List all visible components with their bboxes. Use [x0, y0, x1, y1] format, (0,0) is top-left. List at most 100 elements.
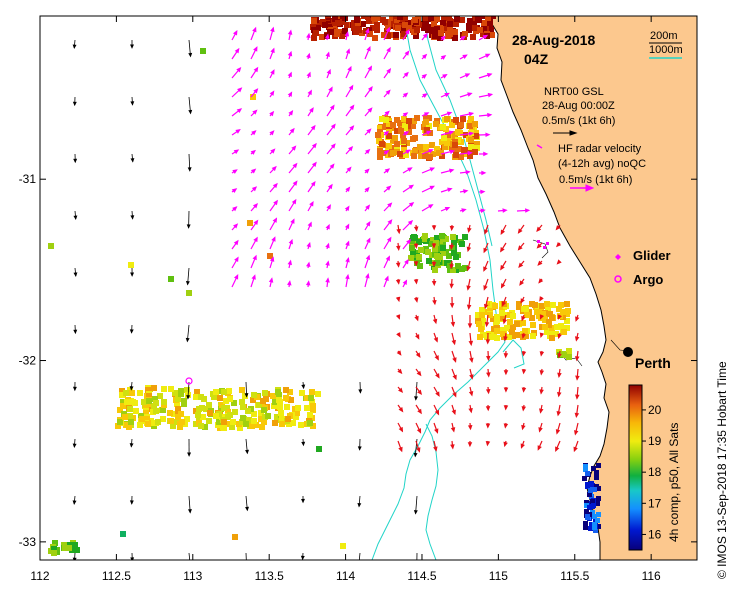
sst-pixels	[48, 16, 601, 556]
colorbar-tick-label: 20	[648, 403, 662, 417]
sst-pixel	[596, 524, 601, 529]
sst-pixel	[128, 419, 134, 425]
radar-arrow-magenta-head	[305, 280, 311, 286]
sst-pixel	[485, 16, 491, 21]
sst-pixel	[379, 116, 385, 122]
radar-arrow-magenta-head	[366, 237, 371, 244]
radar-arrow-red-head	[557, 314, 562, 320]
radar-arrow-magenta-head	[253, 46, 258, 52]
sst-pixel	[386, 143, 392, 149]
radar-arrow-magenta-head	[287, 50, 293, 57]
sst-pixel	[181, 398, 187, 404]
x-tick-label: 114.5	[407, 569, 436, 583]
radar-arrow-red-head	[468, 340, 474, 347]
sst-pixel	[594, 470, 599, 475]
radar-arrow-magenta-head	[487, 92, 494, 98]
radar-arrow-magenta-head	[385, 255, 390, 261]
sst-pixel	[542, 317, 548, 323]
radar-arrow-red-head	[517, 245, 523, 251]
sst-pixel	[591, 503, 596, 508]
sst-pixel	[184, 416, 190, 422]
sst-pixel	[444, 140, 450, 146]
sst-pixel	[466, 27, 472, 33]
colorbar-tick-label: 16	[648, 527, 662, 541]
sst-pixel	[510, 324, 516, 330]
radar-arrow-magenta-head	[253, 219, 259, 226]
sst-pixel	[221, 389, 227, 395]
radar-arrow-magenta-head	[365, 27, 370, 34]
radar-arrow-magenta-head	[480, 189, 486, 195]
radar-arrow-magenta-head	[269, 256, 275, 262]
sst-pixel	[564, 301, 570, 307]
radar-arrow-magenta-head	[367, 65, 372, 71]
radar-arrow-red-head	[398, 446, 403, 453]
sst-pixel	[479, 307, 485, 313]
radar-arrow-magenta-head	[461, 208, 467, 213]
sst-pixel	[500, 315, 506, 321]
sst-pixel	[124, 399, 130, 405]
sst-pixel	[353, 29, 359, 35]
radar-arrow-red-head	[503, 387, 509, 393]
sst-pixel	[423, 148, 429, 154]
radar-arrow-magenta-head	[235, 129, 241, 134]
sst-pixel	[440, 20, 446, 26]
sst-pixel	[452, 146, 458, 152]
sst-pixel	[441, 16, 447, 21]
sst-pixel	[592, 514, 597, 519]
wind-arrow-head	[413, 510, 418, 515]
wind-arrow-head	[187, 509, 192, 514]
radar-arrow-red-head	[503, 353, 509, 359]
sst-pixel	[506, 312, 512, 318]
sst-pixel	[230, 419, 236, 425]
map-time: 04Z	[524, 51, 549, 67]
sst-pixel	[521, 306, 527, 312]
sst-pixel	[494, 314, 500, 320]
sst-pixel	[251, 392, 257, 398]
radar-arrow-red-head	[466, 285, 471, 291]
radar-arrow-red-head	[396, 350, 402, 356]
radar-arrow-magenta-head	[271, 236, 276, 242]
sst-pixel	[174, 401, 180, 407]
radar-arrow-magenta-head	[387, 219, 393, 225]
wind-arrow-head	[185, 280, 190, 286]
radar-arrow-red-head	[521, 369, 527, 375]
radar-arrow-magenta-head	[345, 257, 350, 263]
sst-pixel	[446, 16, 452, 20]
sst-pixel	[524, 312, 530, 318]
wind-arrow-head	[130, 101, 135, 106]
radar-arrow-red-head	[395, 296, 401, 303]
sst-pixel	[374, 22, 380, 28]
sst-pixel	[452, 35, 458, 41]
sst-pixel	[196, 406, 202, 412]
sst-pixel	[160, 407, 166, 413]
sst-pixel	[434, 26, 440, 32]
sst-pixel	[403, 152, 409, 158]
sst-pixel	[450, 267, 456, 273]
sst-pixel	[476, 17, 482, 23]
radar-arrow-red-head	[431, 225, 437, 231]
radar-arrow-red-head	[517, 228, 523, 234]
sst-pixel	[536, 313, 542, 319]
sst-pixel	[433, 121, 439, 127]
x-tick-label: 112.5	[102, 569, 131, 583]
sst-pixel	[51, 550, 57, 556]
sst-pixel	[489, 32, 495, 38]
sst-pixel	[133, 408, 139, 414]
sst-pixel	[335, 20, 341, 26]
radar-arrow-magenta-head	[232, 169, 238, 174]
sst-pixel	[422, 153, 428, 159]
sst-pixel	[594, 484, 599, 489]
wind-arrow-head	[186, 224, 191, 229]
sst-pixel	[397, 16, 403, 20]
sst-pixel	[390, 138, 396, 144]
x-tick-label: 113	[183, 569, 202, 583]
sst-pixel	[310, 403, 316, 409]
wind-arrow-head	[300, 555, 305, 560]
sst-pixel	[126, 424, 132, 430]
sst-pixel	[489, 334, 495, 340]
radar-arrow-red-head	[395, 279, 401, 285]
sst-pixel	[175, 396, 181, 402]
radar-arrow-red-head	[536, 226, 542, 233]
sst-pixel	[529, 315, 535, 321]
sst-pixel	[412, 135, 418, 141]
